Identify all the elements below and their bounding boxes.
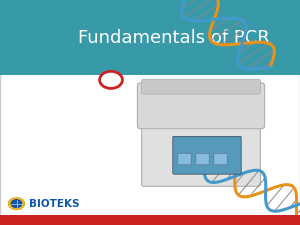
Wedge shape	[10, 204, 16, 209]
FancyBboxPatch shape	[173, 136, 241, 174]
Circle shape	[100, 71, 122, 88]
FancyBboxPatch shape	[178, 154, 191, 165]
Text: Fundamentals of PCR: Fundamentals of PCR	[78, 29, 270, 47]
Wedge shape	[8, 202, 16, 205]
Text: BIOTEKS: BIOTEKS	[29, 199, 80, 209]
Wedge shape	[16, 200, 25, 204]
Wedge shape	[13, 197, 16, 204]
Wedge shape	[16, 197, 20, 204]
Wedge shape	[8, 200, 16, 204]
FancyBboxPatch shape	[142, 79, 260, 94]
Wedge shape	[16, 198, 23, 204]
Wedge shape	[16, 202, 25, 205]
Circle shape	[11, 200, 22, 208]
Wedge shape	[13, 204, 16, 210]
FancyBboxPatch shape	[0, 0, 300, 75]
FancyBboxPatch shape	[137, 83, 265, 129]
Wedge shape	[16, 204, 20, 210]
Wedge shape	[8, 204, 16, 207]
FancyBboxPatch shape	[196, 154, 209, 165]
Wedge shape	[10, 198, 16, 204]
FancyBboxPatch shape	[142, 120, 260, 186]
FancyBboxPatch shape	[214, 154, 227, 165]
FancyBboxPatch shape	[0, 215, 300, 225]
Wedge shape	[16, 204, 25, 207]
Wedge shape	[16, 204, 23, 209]
